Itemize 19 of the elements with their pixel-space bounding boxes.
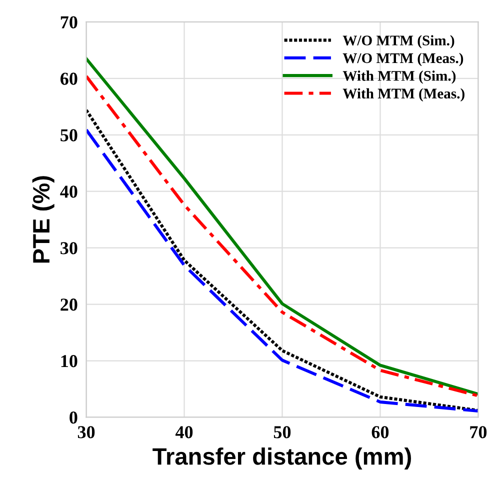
y-tick-label: 30 [60, 242, 78, 254]
legend-label: W/O MTM (Meas.) [342, 52, 464, 66]
y-tick-label: 50 [60, 129, 78, 142]
x-tick-label: 70 [470, 426, 487, 438]
legend-label: With MTM (Sim.) [342, 70, 456, 84]
legend-label: W/O MTM (Sim.) [342, 35, 454, 48]
y-tick-label: 60 [60, 72, 78, 85]
x-tick-label: 40 [175, 426, 193, 438]
y-tick-label: 10 [61, 355, 78, 368]
y-tick-label: 0 [70, 411, 78, 424]
y-tick-label: 70 [60, 16, 78, 28]
x-tick-label: 50 [274, 426, 291, 438]
x-tick-label: 30 [78, 426, 95, 438]
legend-label: With MTM (Meas.) [342, 88, 464, 102]
x-tick-label: 60 [372, 426, 389, 438]
y-tick-label: 40 [60, 186, 78, 198]
y-axis-title: PTE (%) [32, 176, 54, 263]
x-axis-title: Transfer distance (mm) [152, 448, 411, 470]
y-tick-label: 20 [60, 298, 78, 311]
